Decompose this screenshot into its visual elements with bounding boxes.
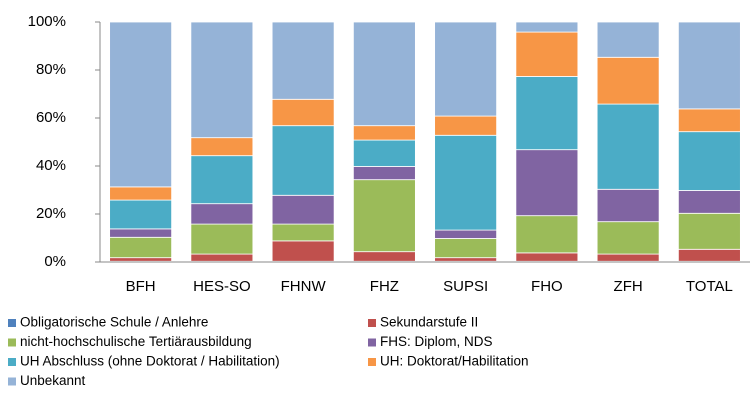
bar-segment [677, 21, 741, 110]
legend-swatch [368, 319, 376, 327]
bar-segment [190, 155, 254, 205]
bar-segment [515, 76, 579, 151]
legend-label: Unbekannt [20, 373, 86, 388]
bar-segment [434, 238, 498, 259]
bar-segment [677, 108, 741, 133]
bar-segment [596, 253, 660, 262]
bar-segment [596, 103, 660, 190]
bar-segment [596, 188, 660, 223]
bar-segment [677, 131, 741, 191]
legend-label: UH Abschluss (ohne Doktorat / Habilitati… [20, 354, 280, 369]
bar-segment [677, 190, 741, 214]
bar-segment [515, 215, 579, 254]
x-tick-label: TOTAL [686, 278, 733, 295]
legend-swatch [8, 338, 16, 347]
bar-segment [352, 179, 416, 253]
bar-segment [434, 257, 498, 262]
bar-segment [271, 21, 335, 100]
legend-swatch [8, 377, 16, 386]
legend-label: FHS: Diplom, NDS [380, 334, 493, 349]
bar-segment [109, 21, 173, 188]
bar-segment [109, 199, 173, 230]
x-tick-label: ZFH [614, 278, 643, 295]
bar-segment [271, 240, 335, 262]
legend-label: UH: Doktorat/Habilitation [380, 354, 529, 369]
y-tick-label: 100% [28, 13, 66, 30]
bar-segment [434, 134, 498, 231]
bar-segment [271, 223, 335, 242]
y-tick-label: 80% [36, 61, 66, 78]
bar-segment [190, 137, 254, 157]
legend-swatch [8, 319, 16, 327]
x-tick-label: HES-SO [193, 278, 251, 295]
bar-segment [596, 21, 660, 58]
legend-swatch [368, 358, 376, 366]
bar-segment [109, 257, 173, 262]
bar-segment [190, 21, 254, 139]
bar-segment [352, 166, 416, 181]
bar-segment [434, 115, 498, 136]
legend-label: nicht-hochschulische Tertiärausbildung [20, 334, 252, 349]
legend-label: Obligatorische Schule / Anlehre [20, 315, 208, 330]
bar-segment [677, 212, 741, 250]
x-tick-label: FHZ [370, 278, 399, 295]
y-tick-label: 60% [36, 109, 66, 126]
bar-segment [109, 228, 173, 238]
bar-segment [515, 21, 579, 33]
bar-segment [271, 125, 335, 196]
bar-segment [352, 251, 416, 262]
bar-segment [352, 21, 416, 127]
bar-segment [596, 56, 660, 105]
y-tick-label: 40% [36, 157, 66, 174]
x-tick-label: BFH [126, 278, 156, 295]
x-tick-label: FHO [531, 278, 563, 295]
bar-segment [515, 149, 579, 217]
legend-label: Sekundarstufe II [380, 315, 478, 330]
bar-segment [434, 21, 498, 117]
legend-swatch [8, 358, 16, 366]
bar-segment [271, 194, 335, 225]
y-tick-label: 20% [36, 205, 66, 222]
bar-segment [515, 252, 579, 262]
bar-segment [596, 221, 660, 255]
bar-segment [190, 203, 254, 225]
bar-segment [190, 253, 254, 262]
bar-segment [109, 186, 173, 201]
bar-segment [190, 223, 254, 255]
x-tick-label: FHNW [281, 278, 327, 295]
x-tick-label: SUPSI [443, 278, 488, 295]
bar-segment [515, 31, 579, 77]
bar-segment [271, 98, 335, 127]
bar-segment [352, 125, 416, 141]
bar-segment [677, 248, 741, 262]
bar-segment [434, 229, 498, 239]
legend-swatch [368, 338, 376, 347]
bar-segment [109, 236, 173, 259]
bar-segment [352, 139, 416, 167]
y-tick-label: 0% [44, 253, 66, 270]
